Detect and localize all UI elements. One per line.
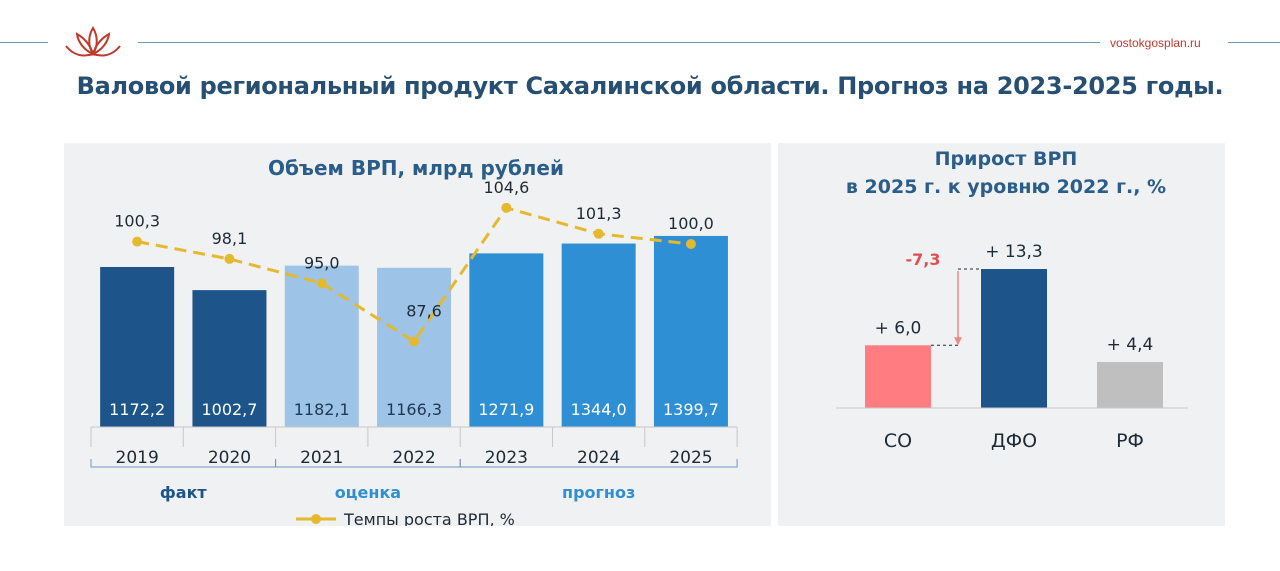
growth-rate-label: 95,0 <box>304 253 340 272</box>
x-tick-label: СО <box>884 430 912 452</box>
bar-ДФО <box>981 269 1047 408</box>
chart-title-line-2: в 2025 г. к уровню 2022 г., % <box>846 176 1166 198</box>
growth-rate-point <box>316 278 327 289</box>
bar-2020 <box>192 290 267 427</box>
bar-value-label: + 13,3 <box>985 242 1043 262</box>
bar-2022 <box>377 267 452 427</box>
growth-rate-label: 100,0 <box>668 214 714 233</box>
gap-annotation-label: -7,3 <box>906 250 941 269</box>
x-tick-label: РФ <box>1116 430 1144 452</box>
growth-rate-point <box>132 236 143 247</box>
x-tick-label: ДФО <box>991 430 1037 452</box>
bar-value-label: 1399,7 <box>663 400 719 419</box>
legend-point-swatch <box>311 514 321 524</box>
bar-РФ <box>1097 362 1163 408</box>
grp-growth-chart: Прирост ВРП в 2025 г. к уровню 2022 г., %… <box>836 148 1188 452</box>
header-rule-left <box>0 42 48 43</box>
bar-2025 <box>653 235 728 427</box>
growth-rate-label: 101,3 <box>576 204 622 223</box>
chart-title-line-1: Прирост ВРП <box>935 148 1078 170</box>
page-title: Валовой региональный продукт Сахалинской… <box>76 72 1224 100</box>
growth-rate-label: 87,6 <box>406 301 442 320</box>
chart-title: Объем ВРП, млрд рублей <box>268 156 564 180</box>
bar-2019 <box>100 266 175 427</box>
grp-volume-chart: Объем ВРП, млрд рублей 1172,2 1002,7 1182,1… <box>90 156 738 529</box>
bar-value-label: 1344,0 <box>571 400 627 419</box>
lotus-logo <box>65 26 121 57</box>
group-label: прогноз <box>562 483 635 502</box>
growth-rate-point <box>685 239 696 249</box>
legend-label: Темпы роста ВРП, % <box>343 510 515 526</box>
x-tick-label: 2022 <box>392 448 435 468</box>
growth-rate-point <box>593 228 604 239</box>
group-label: оценка <box>335 483 401 502</box>
bar-value-label: 1166,3 <box>386 400 442 419</box>
x-tick-label: 2025 <box>669 448 712 468</box>
bar-2023 <box>469 253 544 427</box>
growth-rate-point <box>224 253 235 264</box>
bar-value-label: 1172,2 <box>109 400 165 419</box>
bar-value-label: 1002,7 <box>201 400 257 419</box>
gap-arrow-head <box>954 337 962 346</box>
x-tick-label: 2021 <box>300 448 343 468</box>
bar-value-label: + 4,4 <box>1107 335 1154 355</box>
growth-rate-label: 100,3 <box>114 212 160 231</box>
growth-rate-point <box>409 336 420 347</box>
x-tick-label: 2024 <box>577 448 620 468</box>
group-label: факт <box>160 483 208 502</box>
header-rule-right <box>1228 42 1280 43</box>
bar-value-label: + 6,0 <box>875 318 922 338</box>
grp-volume-panel: Объем ВРП, млрд рублей 1172,2 1002,7 1182,1… <box>64 143 771 529</box>
bar-value-label: 1182,1 <box>294 400 350 419</box>
x-tick-label: 2019 <box>116 448 159 468</box>
grp-growth-panel: Прирост ВРП в 2025 г. к уровню 2022 г., %… <box>778 143 1225 526</box>
group-bracket <box>459 459 738 468</box>
growth-rate-label: 98,1 <box>212 229 248 248</box>
bar-2021 <box>284 265 359 427</box>
x-tick-label: 2020 <box>208 448 251 468</box>
x-tick-label: 2023 <box>485 448 528 468</box>
header-rule-center <box>138 42 1100 43</box>
site-link[interactable]: vostokgosplan.ru <box>1110 36 1201 50</box>
bar-СО <box>865 345 931 408</box>
growth-rate-point <box>501 202 512 213</box>
bar-2024 <box>561 243 636 427</box>
growth-rate-label: 104,6 <box>483 178 529 197</box>
bar-value-label: 1271,9 <box>478 400 534 419</box>
